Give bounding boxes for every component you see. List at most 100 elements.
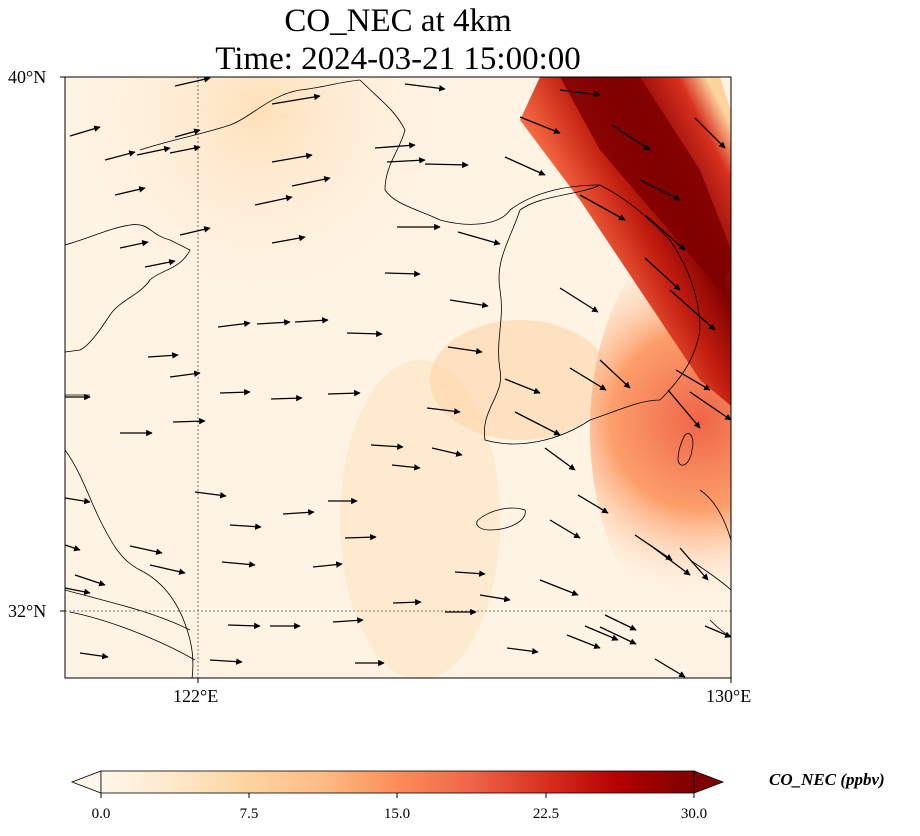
wind-arrow bbox=[424, 161, 469, 169]
coastline-yangtze bbox=[65, 589, 196, 661]
wind-arrow bbox=[577, 494, 609, 514]
wind-arrow bbox=[569, 367, 607, 391]
map-title: CO_NEC at 4km bbox=[284, 3, 512, 39]
wind-arrow bbox=[559, 287, 599, 313]
map-panel bbox=[65, 77, 731, 678]
wind-arrow bbox=[519, 116, 561, 134]
colorbar-label: CO_NEC (ppbv) bbox=[769, 770, 885, 789]
wind-arrow bbox=[69, 125, 101, 137]
wind-arrow bbox=[74, 574, 106, 587]
lon-label-130e: 130°E bbox=[706, 686, 752, 706]
coastline-korea-bay bbox=[359, 79, 601, 225]
wind-arrow bbox=[370, 443, 404, 450]
wind-arrow bbox=[514, 411, 561, 436]
wind-arrow bbox=[174, 77, 211, 87]
colorbar-tick-label: 7.5 bbox=[239, 806, 259, 822]
colorbar-tick-label: 30.0 bbox=[680, 806, 708, 822]
wind-arrow bbox=[219, 388, 251, 396]
wind-arrow bbox=[270, 394, 303, 402]
wind-arrow bbox=[604, 614, 637, 631]
wind-arrow bbox=[194, 491, 227, 499]
wind-arrow bbox=[327, 389, 361, 397]
wind-arrow bbox=[447, 346, 483, 355]
concentration-mid-band bbox=[340, 360, 500, 678]
concentration-plume-max bbox=[560, 77, 731, 290]
wind-arrow bbox=[449, 299, 489, 309]
wind-arrow bbox=[169, 370, 201, 378]
wind-arrow bbox=[566, 634, 601, 649]
wind-arrow bbox=[639, 179, 681, 201]
wind-arrow bbox=[229, 523, 262, 530]
wind-arrow bbox=[649, 544, 691, 576]
wind-arrow bbox=[644, 257, 681, 291]
coastlines bbox=[65, 79, 731, 678]
wind-arrow bbox=[282, 509, 315, 516]
wind-arrow bbox=[104, 150, 136, 161]
wind-arrow bbox=[549, 519, 581, 539]
wind-arrow bbox=[332, 617, 364, 624]
wind-arrow bbox=[675, 369, 711, 391]
map-frame bbox=[64, 76, 732, 679]
wind-arrow bbox=[79, 652, 109, 660]
wind-arrow bbox=[65, 497, 91, 505]
wind-arrow bbox=[65, 544, 81, 552]
wind-arrow bbox=[136, 146, 171, 156]
wind-arrow bbox=[457, 231, 501, 246]
coastline-korea-east bbox=[599, 184, 701, 401]
colorbar-tick-label: 22.5 bbox=[532, 806, 560, 822]
wind-arrow bbox=[227, 622, 261, 630]
wind-arrow bbox=[119, 240, 149, 249]
wind-arrow bbox=[386, 157, 426, 164]
wind-arrow bbox=[217, 320, 251, 328]
island-jeju bbox=[476, 507, 526, 531]
colorbar-tick-label: 0.0 bbox=[91, 806, 111, 822]
wind-arrow bbox=[256, 319, 291, 326]
wind-arrow bbox=[149, 564, 186, 575]
map-subtitle-time: Time: 2024-03-21 15:00:00 bbox=[215, 41, 581, 77]
coastline-liaodong bbox=[139, 79, 361, 151]
wind-arrow bbox=[679, 547, 709, 581]
wind-arrow bbox=[539, 579, 579, 596]
wind-arrow bbox=[392, 598, 422, 606]
lon-label-122e: 122°E bbox=[173, 686, 219, 706]
lat-label-32n: 32°N bbox=[8, 601, 47, 621]
wind-arrow bbox=[129, 545, 163, 555]
wind-arrow bbox=[689, 391, 731, 421]
wind-arrow bbox=[454, 570, 486, 577]
wind-arrow bbox=[374, 142, 416, 149]
wind-arrow bbox=[559, 89, 601, 98]
wind-arrow bbox=[504, 156, 546, 176]
wind-arrow bbox=[404, 83, 446, 92]
wind-arrow bbox=[644, 214, 686, 251]
wind-arrow bbox=[172, 417, 206, 425]
wind-arrow bbox=[479, 594, 511, 603]
wind-arrow bbox=[179, 226, 211, 236]
gridlines bbox=[65, 77, 731, 678]
wind-vectors bbox=[65, 77, 731, 678]
island-tsushima bbox=[677, 433, 694, 466]
wind-arrow bbox=[384, 270, 421, 278]
wind-arrow bbox=[431, 447, 463, 457]
wind-arrow bbox=[169, 144, 201, 154]
wind-arrow bbox=[344, 533, 377, 541]
wind-arrow bbox=[174, 128, 201, 138]
wind-arrow bbox=[271, 93, 321, 105]
wind-arrow bbox=[506, 647, 539, 655]
coastline-korea-west bbox=[483, 184, 661, 445]
wind-arrow bbox=[426, 407, 461, 415]
wind-arrow bbox=[147, 352, 179, 359]
wind-arrow bbox=[599, 359, 631, 389]
wind-arrow bbox=[312, 561, 343, 568]
wind-arrow bbox=[294, 317, 329, 324]
wind-arrow bbox=[144, 258, 176, 268]
colorbar-extend-low bbox=[70, 770, 102, 794]
wind-arrow bbox=[667, 389, 701, 429]
colorbar-ramp bbox=[100, 770, 695, 794]
wind-arrow bbox=[291, 176, 331, 187]
wind-arrow bbox=[544, 447, 576, 471]
wind-arrow bbox=[584, 625, 619, 641]
wind-arrow bbox=[391, 464, 421, 471]
wind-arrow bbox=[209, 658, 243, 665]
wind-arrow bbox=[271, 234, 306, 244]
